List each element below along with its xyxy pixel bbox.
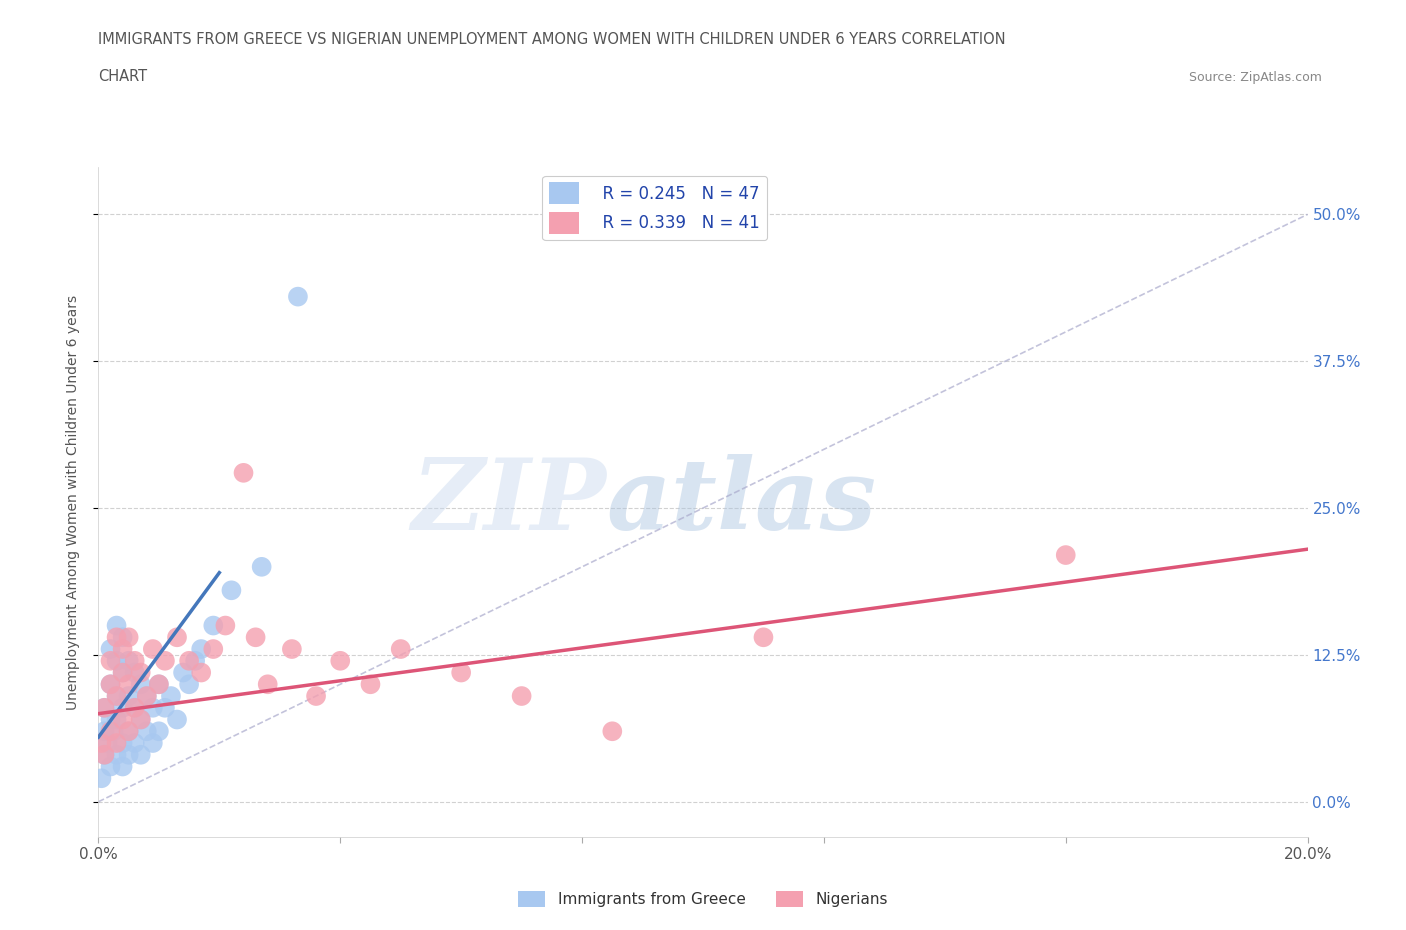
Point — [118, 724, 141, 738]
Point — [1054, 548, 1077, 563]
Point — [752, 630, 775, 644]
Point — [135, 688, 157, 703]
Point — [111, 712, 134, 727]
Point — [142, 642, 165, 657]
Point — [172, 665, 194, 680]
Point — [245, 630, 267, 644]
Point — [111, 665, 134, 680]
Point — [129, 712, 152, 727]
Point — [100, 654, 122, 669]
Point — [129, 712, 152, 727]
Point — [129, 748, 152, 763]
Text: IMMIGRANTS FROM GREECE VS NIGERIAN UNEMPLOYMENT AMONG WOMEN WITH CHILDREN UNDER : IMMIGRANTS FROM GREECE VS NIGERIAN UNEMP… — [98, 32, 1007, 46]
Point — [105, 712, 128, 727]
Point — [148, 677, 170, 692]
Y-axis label: Unemployment Among Women with Children Under 6 years: Unemployment Among Women with Children U… — [66, 295, 80, 710]
Point — [105, 748, 128, 763]
Point — [90, 771, 112, 786]
Point — [118, 654, 141, 669]
Point — [100, 642, 122, 657]
Point — [93, 748, 115, 763]
Point — [153, 700, 176, 715]
Text: CHART: CHART — [98, 69, 148, 84]
Point — [148, 724, 170, 738]
Point — [100, 677, 122, 692]
Point — [510, 688, 533, 703]
Point — [305, 688, 328, 703]
Point — [166, 630, 188, 644]
Point — [124, 665, 146, 680]
Point — [160, 688, 183, 703]
Point — [103, 724, 125, 738]
Point — [153, 654, 176, 669]
Point — [93, 724, 115, 738]
Point — [256, 677, 278, 692]
Point — [135, 724, 157, 738]
Point — [100, 677, 122, 692]
Point — [111, 736, 134, 751]
Point — [124, 700, 146, 715]
Point — [111, 642, 134, 657]
Point — [389, 642, 412, 657]
Point — [129, 677, 152, 692]
Text: ZIP: ZIP — [412, 454, 606, 551]
Legend:   R = 0.245   N = 47,   R = 0.339   N = 41: R = 0.245 N = 47, R = 0.339 N = 41 — [543, 176, 766, 240]
Point — [129, 665, 152, 680]
Point — [90, 736, 112, 751]
Point — [124, 654, 146, 669]
Point — [100, 724, 122, 738]
Point — [111, 700, 134, 715]
Point — [93, 748, 115, 763]
Text: atlas: atlas — [606, 454, 876, 551]
Point — [281, 642, 304, 657]
Point — [93, 700, 115, 715]
Text: Source: ZipAtlas.com: Source: ZipAtlas.com — [1188, 71, 1322, 84]
Point — [111, 630, 134, 644]
Point — [602, 724, 624, 738]
Point — [142, 700, 165, 715]
Point — [118, 724, 141, 738]
Point — [111, 665, 134, 680]
Point — [111, 759, 134, 774]
Point — [190, 642, 212, 657]
Point — [124, 736, 146, 751]
Point — [202, 642, 225, 657]
Point — [118, 677, 141, 692]
Point — [118, 630, 141, 644]
Point — [232, 465, 254, 480]
Point — [96, 736, 118, 751]
Point — [118, 748, 141, 763]
Point — [124, 700, 146, 715]
Point — [93, 700, 115, 715]
Point — [105, 688, 128, 703]
Point — [105, 630, 128, 644]
Point — [329, 654, 352, 669]
Point — [287, 289, 309, 304]
Point — [214, 618, 236, 633]
Point — [221, 583, 243, 598]
Point — [135, 688, 157, 703]
Point — [105, 688, 128, 703]
Point — [184, 654, 207, 669]
Point — [179, 677, 201, 692]
Point — [190, 665, 212, 680]
Point — [450, 665, 472, 680]
Point — [179, 654, 201, 669]
Legend: Immigrants from Greece, Nigerians: Immigrants from Greece, Nigerians — [512, 884, 894, 913]
Point — [250, 559, 273, 574]
Point — [105, 736, 128, 751]
Point — [148, 677, 170, 692]
Point — [100, 759, 122, 774]
Point — [166, 712, 188, 727]
Point — [118, 688, 141, 703]
Point — [360, 677, 382, 692]
Point — [142, 736, 165, 751]
Point — [202, 618, 225, 633]
Point — [100, 712, 122, 727]
Point — [105, 618, 128, 633]
Point — [105, 654, 128, 669]
